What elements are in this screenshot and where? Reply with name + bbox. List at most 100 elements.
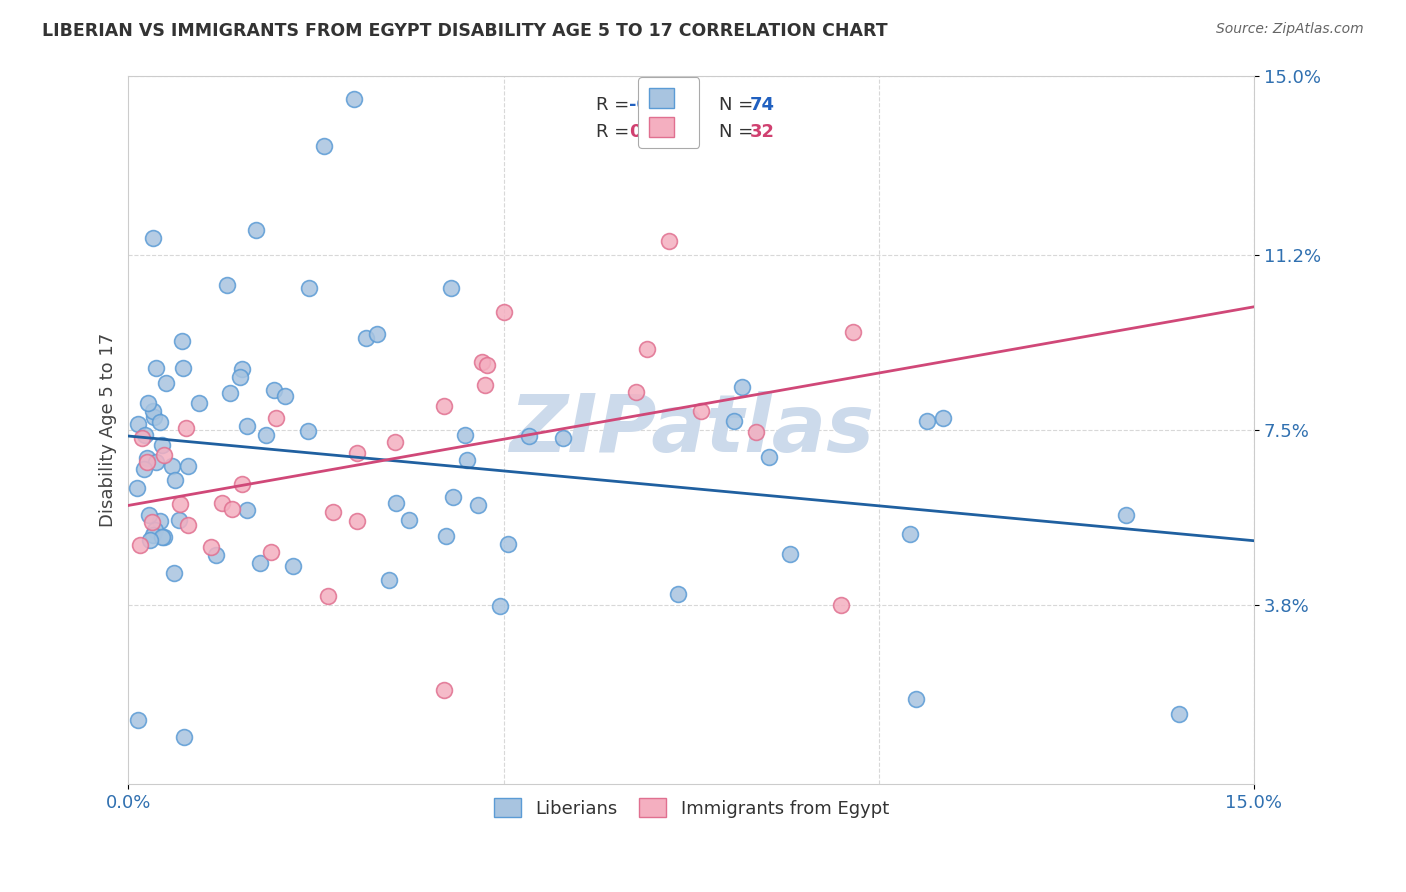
Legend: Liberians, Immigrants from Egypt: Liberians, Immigrants from Egypt <box>486 791 896 825</box>
Point <box>456 453 478 467</box>
Point <box>312 139 335 153</box>
Point <box>134 428 156 442</box>
Point <box>153 448 176 462</box>
Point <box>932 410 955 425</box>
Point <box>498 537 520 551</box>
Point <box>134 462 156 476</box>
Point <box>758 450 780 465</box>
Point <box>316 590 339 604</box>
Point <box>830 598 852 612</box>
Point <box>127 481 149 495</box>
Point <box>475 359 498 373</box>
Point <box>219 386 242 401</box>
Point <box>915 414 938 428</box>
Point <box>135 451 157 466</box>
Point <box>150 438 173 452</box>
Point <box>841 325 863 339</box>
Point <box>139 533 162 547</box>
Point <box>236 419 259 434</box>
Point <box>231 476 253 491</box>
Text: R =: R = <box>596 96 634 114</box>
Point <box>779 547 801 561</box>
Point <box>474 377 496 392</box>
Point <box>731 380 754 394</box>
Point <box>155 376 177 390</box>
Point <box>143 523 166 537</box>
Point <box>153 530 176 544</box>
Point <box>274 389 297 403</box>
Point <box>129 537 152 551</box>
Y-axis label: Disability Age 5 to 17: Disability Age 5 to 17 <box>100 333 117 527</box>
Point <box>245 223 267 237</box>
Point <box>177 458 200 473</box>
Point <box>690 403 713 417</box>
Point <box>434 529 457 543</box>
Point <box>141 515 163 529</box>
Text: -0.117: -0.117 <box>630 96 693 114</box>
Point <box>160 458 183 473</box>
Point <box>489 599 512 614</box>
Point <box>263 383 285 397</box>
Point <box>141 230 163 244</box>
Point <box>384 496 406 510</box>
Point <box>165 474 187 488</box>
Text: 32: 32 <box>749 123 775 141</box>
Point <box>231 361 253 376</box>
Point <box>172 360 194 375</box>
Point <box>200 541 222 555</box>
Point <box>229 370 252 384</box>
Point <box>135 455 157 469</box>
Text: N =: N = <box>720 123 759 141</box>
Point <box>432 682 454 697</box>
Point <box>551 431 574 445</box>
Point <box>142 528 165 542</box>
Point <box>174 421 197 435</box>
Point <box>492 305 515 319</box>
Point <box>260 545 283 559</box>
Point <box>150 530 173 544</box>
Point <box>127 417 149 431</box>
Text: ZIPatlas: ZIPatlas <box>509 391 873 469</box>
Point <box>356 331 378 345</box>
Point <box>346 514 368 528</box>
Point <box>905 692 928 706</box>
Point <box>1167 706 1189 721</box>
Point <box>666 587 689 601</box>
Point <box>217 278 239 293</box>
Point <box>205 549 228 563</box>
Point <box>346 446 368 460</box>
Point <box>322 505 344 519</box>
Point <box>254 428 277 442</box>
Point <box>149 514 172 528</box>
Point <box>264 410 287 425</box>
Point <box>142 410 165 425</box>
Point <box>298 281 321 295</box>
Point <box>440 281 463 295</box>
Point <box>221 502 243 516</box>
Point <box>211 496 233 510</box>
Text: Source: ZipAtlas.com: Source: ZipAtlas.com <box>1216 22 1364 37</box>
Point <box>898 527 921 541</box>
Point <box>136 396 159 410</box>
Point <box>378 573 401 587</box>
Text: N =: N = <box>720 96 759 114</box>
Text: R =: R = <box>596 123 634 141</box>
Point <box>169 498 191 512</box>
Point <box>433 399 456 413</box>
Point <box>149 415 172 429</box>
Point <box>131 431 153 445</box>
Point <box>1115 508 1137 523</box>
Point <box>173 730 195 744</box>
Point <box>658 234 681 248</box>
Point <box>723 414 745 428</box>
Point <box>172 334 194 348</box>
Point <box>236 503 259 517</box>
Point <box>745 425 768 440</box>
Point <box>145 361 167 376</box>
Point <box>454 428 477 442</box>
Point <box>636 343 658 357</box>
Text: LIBERIAN VS IMMIGRANTS FROM EGYPT DISABILITY AGE 5 TO 17 CORRELATION CHART: LIBERIAN VS IMMIGRANTS FROM EGYPT DISABI… <box>42 22 887 40</box>
Point <box>384 434 406 449</box>
Point <box>366 327 388 342</box>
Point <box>467 498 489 512</box>
